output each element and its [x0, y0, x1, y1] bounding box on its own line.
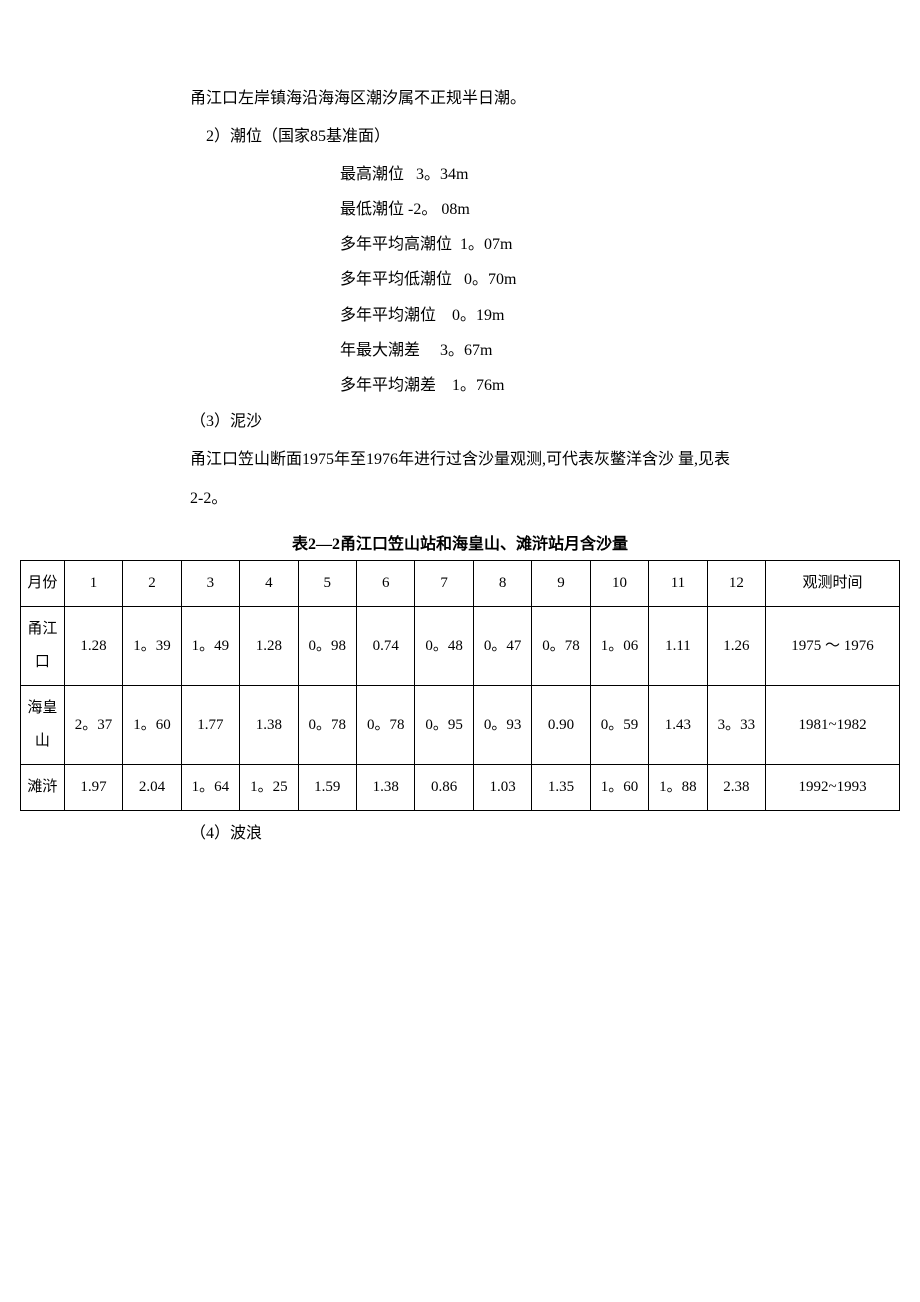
cell: 1。60 [590, 765, 648, 811]
cell: 1.03 [473, 765, 531, 811]
th-m12: 12 [707, 561, 765, 607]
row-label: 甬江口 [21, 607, 65, 686]
cell-time: 1975 〜 1976 [766, 607, 900, 686]
cell: 0.74 [357, 607, 415, 686]
cell: 1.77 [181, 686, 239, 765]
tide-row-6: 年最大潮差 3。67m [340, 333, 730, 368]
cell: 1。49 [181, 607, 239, 686]
th-m4: 4 [240, 561, 298, 607]
cell: 0。78 [357, 686, 415, 765]
th-m10: 10 [590, 561, 648, 607]
table-row: 海皇山 2。37 1。60 1.77 1.38 0。78 0。78 0。95 0… [21, 686, 900, 765]
cell: 3。33 [707, 686, 765, 765]
cell: 1.97 [64, 765, 122, 811]
cell: 0。78 [298, 686, 356, 765]
cell: 1.38 [357, 765, 415, 811]
cell: 0.86 [415, 765, 473, 811]
th-m11: 11 [649, 561, 707, 607]
section-3-label: （3）泥沙 [190, 403, 730, 441]
cell: 0。78 [532, 607, 590, 686]
cell-time: 1981~1982 [766, 686, 900, 765]
th-m2: 2 [123, 561, 181, 607]
cell: 2.04 [123, 765, 181, 811]
cell: 2。37 [64, 686, 122, 765]
th-obs: 观测时间 [766, 561, 900, 607]
cell: 0.90 [532, 686, 590, 765]
sediment-desc: 甬江口笠山断面1975年至1976年进行过含沙量观测,可代表灰鳖洋含沙 量,见表… [190, 441, 730, 518]
tide-row-5: 多年平均潮位 0。19m [340, 298, 730, 333]
row-label: 海皇山 [21, 686, 65, 765]
cell: 1。88 [649, 765, 707, 811]
tide-row-7: 多年平均潮差 1。76m [340, 368, 730, 403]
cell: 0。98 [298, 607, 356, 686]
cell: 1。60 [123, 686, 181, 765]
sediment-table: 月份 1 2 3 4 5 6 7 8 9 10 11 12 观测时间 甬江口 1… [20, 560, 900, 811]
cell: 1.11 [649, 607, 707, 686]
tide-row-4: 多年平均低潮位 0。70m [340, 262, 730, 297]
cell: 1.26 [707, 607, 765, 686]
th-m8: 8 [473, 561, 531, 607]
cell: 1.28 [64, 607, 122, 686]
row-label: 滩浒 [21, 765, 65, 811]
intro-line-2: 2）潮位（国家85基准面） [190, 118, 730, 156]
cell: 1。64 [181, 765, 239, 811]
cell: 1.43 [649, 686, 707, 765]
table-title: 表2—2甬江口笠山站和海皇山、滩浒站月含沙量 [20, 530, 900, 554]
cell: 1.59 [298, 765, 356, 811]
th-m9: 9 [532, 561, 590, 607]
tide-row-3: 多年平均高潮位 1。07m [340, 227, 730, 262]
th-m6: 6 [357, 561, 415, 607]
cell-time: 1992~1993 [766, 765, 900, 811]
tide-data-block: 最高潮位 3。34m 最低潮位 -2。 08m 多年平均高潮位 1。07m 多年… [190, 157, 730, 403]
section-4-label: （4）波浪 [20, 815, 900, 853]
cell: 1。06 [590, 607, 648, 686]
th-m1: 1 [64, 561, 122, 607]
th-m3: 3 [181, 561, 239, 607]
tide-row-1: 最高潮位 3。34m [340, 157, 730, 192]
cell: 0。47 [473, 607, 531, 686]
table-header-row: 月份 1 2 3 4 5 6 7 8 9 10 11 12 观测时间 [21, 561, 900, 607]
th-month: 月份 [21, 561, 65, 607]
cell: 0。59 [590, 686, 648, 765]
cell: 1。25 [240, 765, 298, 811]
th-m7: 7 [415, 561, 473, 607]
cell: 1.28 [240, 607, 298, 686]
cell: 1.38 [240, 686, 298, 765]
cell: 0。48 [415, 607, 473, 686]
cell: 0。93 [473, 686, 531, 765]
cell: 1。39 [123, 607, 181, 686]
table-row: 滩浒 1.97 2.04 1。64 1。25 1.59 1.38 0.86 1.… [21, 765, 900, 811]
cell: 2.38 [707, 765, 765, 811]
cell: 1.35 [532, 765, 590, 811]
cell: 0。95 [415, 686, 473, 765]
intro-line-1: 甬江口左岸镇海沿海海区潮汐属不正规半日潮。 [190, 80, 730, 118]
tide-row-2: 最低潮位 -2。 08m [340, 192, 730, 227]
th-m5: 5 [298, 561, 356, 607]
table-row: 甬江口 1.28 1。39 1。49 1.28 0。98 0.74 0。48 0… [21, 607, 900, 686]
